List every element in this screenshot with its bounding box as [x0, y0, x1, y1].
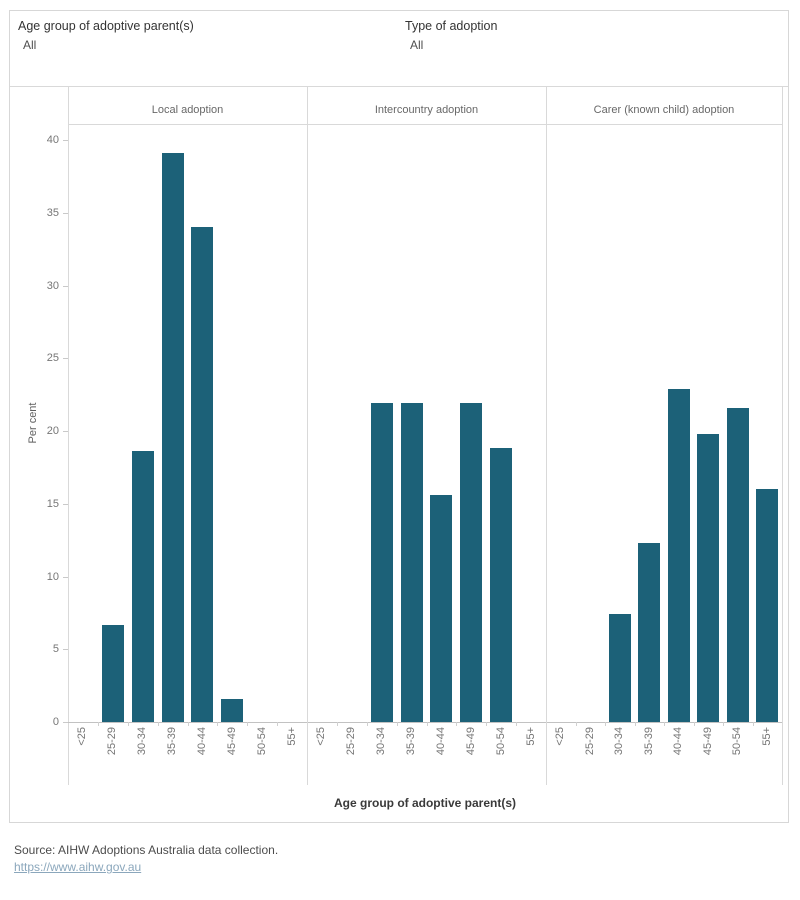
x-tick-label: 25-29 — [106, 727, 119, 756]
y-tick-label: 10 — [46, 570, 59, 583]
x-tick-mark — [426, 722, 428, 726]
bar[interactable] — [101, 624, 124, 722]
y-tick-mark — [63, 503, 68, 505]
x-tick-mark — [396, 722, 398, 726]
x-tick-mark — [605, 722, 606, 726]
filter-age-group-label: Age group of adoptive parent(s) — [18, 19, 194, 33]
x-tick-label: 25-29 — [345, 727, 358, 756]
bar[interactable] — [191, 227, 214, 722]
bar[interactable] — [608, 614, 631, 722]
bar[interactable] — [161, 153, 184, 722]
x-tick-mark — [693, 722, 695, 726]
bar[interactable] — [756, 489, 779, 722]
x-tick-mark — [366, 722, 368, 726]
x-tick-label: 55+ — [760, 727, 773, 746]
x-tick-label: 50-54 — [494, 727, 507, 756]
bar[interactable] — [221, 698, 244, 722]
bar[interactable] — [430, 495, 453, 722]
source-text: Source: AIHW Adoptions Australia data co… — [14, 843, 279, 857]
x-tick-label: 30-34 — [613, 727, 626, 756]
x-tick-mark — [752, 722, 754, 726]
y-tick-label: 5 — [52, 643, 59, 656]
x-tick-label: 40-44 — [672, 727, 685, 756]
x-tick-mark — [486, 722, 488, 726]
x-tick-label: 55+ — [285, 727, 298, 746]
x-tick-mark — [575, 722, 577, 726]
x-tick-label: 40-44 — [195, 727, 208, 756]
bar[interactable] — [460, 403, 483, 722]
pane-title: Local adoption — [151, 104, 224, 116]
x-tick-mark — [516, 722, 518, 726]
x-tick-mark — [277, 722, 279, 726]
y-tick-mark — [63, 576, 68, 578]
y-tick-label: 30 — [46, 279, 59, 292]
bar[interactable] — [697, 433, 720, 722]
y-tick-mark — [63, 431, 68, 432]
y-tick-label: 15 — [46, 497, 59, 510]
x-tick-label: 40-44 — [434, 727, 447, 756]
bar[interactable] — [131, 451, 154, 722]
x-tick-label: 35-39 — [166, 727, 179, 756]
x-tick-mark — [97, 722, 99, 726]
x-tick-label: 25-29 — [583, 727, 596, 756]
x-tick-mark — [336, 722, 338, 726]
y-tick-mark — [63, 649, 68, 651]
x-tick-mark — [217, 722, 219, 726]
x-tick-mark — [247, 722, 249, 726]
x-tick-label: 55+ — [524, 727, 537, 746]
bar[interactable] — [490, 448, 513, 722]
header-bottom-border — [68, 124, 782, 125]
right-border — [782, 86, 783, 785]
x-tick-label: 35-39 — [642, 727, 655, 756]
y-tick-mark — [63, 358, 68, 360]
x-axis-line — [68, 722, 782, 723]
y-tick-mark — [63, 212, 68, 214]
x-tick-label: <25 — [554, 727, 567, 746]
x-tick-label: 30-34 — [136, 727, 149, 756]
x-tick-mark — [157, 722, 159, 726]
pane-divider — [546, 86, 547, 785]
plot-area — [68, 124, 782, 722]
filter-type-value[interactable]: All — [410, 38, 424, 52]
x-tick-mark — [187, 722, 189, 726]
pane-divider — [307, 86, 308, 785]
x-tick-mark — [723, 722, 724, 726]
x-tick-mark — [127, 722, 129, 726]
y-tick-label: 40 — [46, 134, 59, 146]
x-tick-label: <25 — [76, 727, 89, 746]
bar[interactable] — [638, 543, 661, 722]
x-tick-label: 45-49 — [701, 727, 714, 756]
x-tick-label: <25 — [315, 727, 328, 746]
source-link[interactable]: https://www.aihw.gov.au — [14, 860, 142, 874]
worksheet-top-border — [10, 86, 788, 87]
x-tick-label: 50-54 — [731, 727, 744, 756]
y-tick-mark — [63, 722, 68, 723]
x-tick-label: 30-34 — [375, 727, 388, 756]
filter-age-group-value[interactable]: All — [23, 38, 37, 52]
y-tick-mark — [63, 140, 68, 141]
x-axis-title: Age group of adoptive parent(s) — [333, 796, 516, 810]
x-tick-label: 45-49 — [464, 727, 477, 756]
bar[interactable] — [726, 407, 749, 722]
y-axis-line — [68, 86, 69, 785]
bar[interactable] — [370, 403, 393, 722]
x-tick-label: 50-54 — [255, 727, 268, 756]
bar[interactable] — [400, 403, 423, 722]
y-tick-label: 25 — [46, 352, 59, 365]
pane-title: Carer (known child) adoption — [593, 104, 735, 116]
x-tick-mark — [664, 722, 665, 726]
x-tick-label: 45-49 — [225, 727, 238, 756]
x-tick-mark — [634, 722, 636, 726]
y-tick-label: 35 — [46, 206, 59, 219]
pane-title: Intercountry adoption — [374, 104, 479, 116]
y-tick-label: 20 — [46, 425, 59, 437]
y-tick-mark — [63, 285, 68, 287]
bar[interactable] — [667, 388, 690, 722]
x-tick-mark — [456, 722, 458, 726]
filter-type-label: Type of adoption — [405, 19, 498, 33]
y-axis-title: Per cent — [27, 402, 39, 444]
y-tick-label: 0 — [52, 716, 59, 728]
x-tick-label: 35-39 — [405, 727, 418, 756]
